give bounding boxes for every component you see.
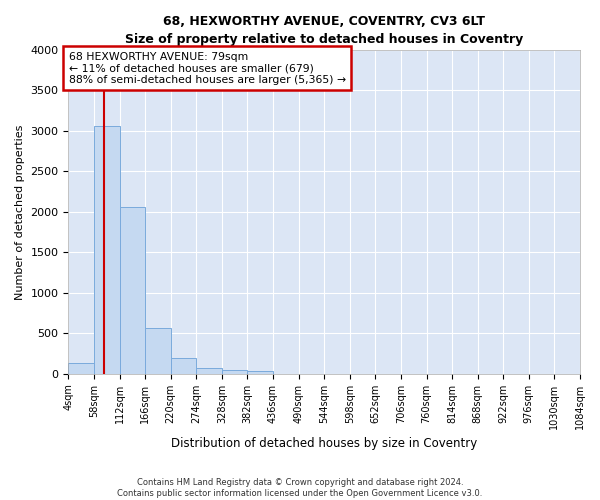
Bar [94, 126, 119, 374]
Bar [196, 368, 222, 374]
Bar [247, 371, 273, 374]
Bar [171, 358, 196, 374]
Bar [145, 328, 171, 374]
X-axis label: Distribution of detached houses by size in Coventry: Distribution of detached houses by size … [171, 437, 478, 450]
Bar [119, 207, 145, 374]
Text: 68 HEXWORTHY AVENUE: 79sqm
← 11% of detached houses are smaller (679)
88% of sem: 68 HEXWORTHY AVENUE: 79sqm ← 11% of deta… [69, 52, 346, 85]
Bar [68, 363, 94, 374]
Bar [222, 370, 247, 374]
Y-axis label: Number of detached properties: Number of detached properties [15, 124, 25, 300]
Text: Contains HM Land Registry data © Crown copyright and database right 2024.
Contai: Contains HM Land Registry data © Crown c… [118, 478, 482, 498]
Title: 68, HEXWORTHY AVENUE, COVENTRY, CV3 6LT
Size of property relative to detached ho: 68, HEXWORTHY AVENUE, COVENTRY, CV3 6LT … [125, 15, 523, 46]
